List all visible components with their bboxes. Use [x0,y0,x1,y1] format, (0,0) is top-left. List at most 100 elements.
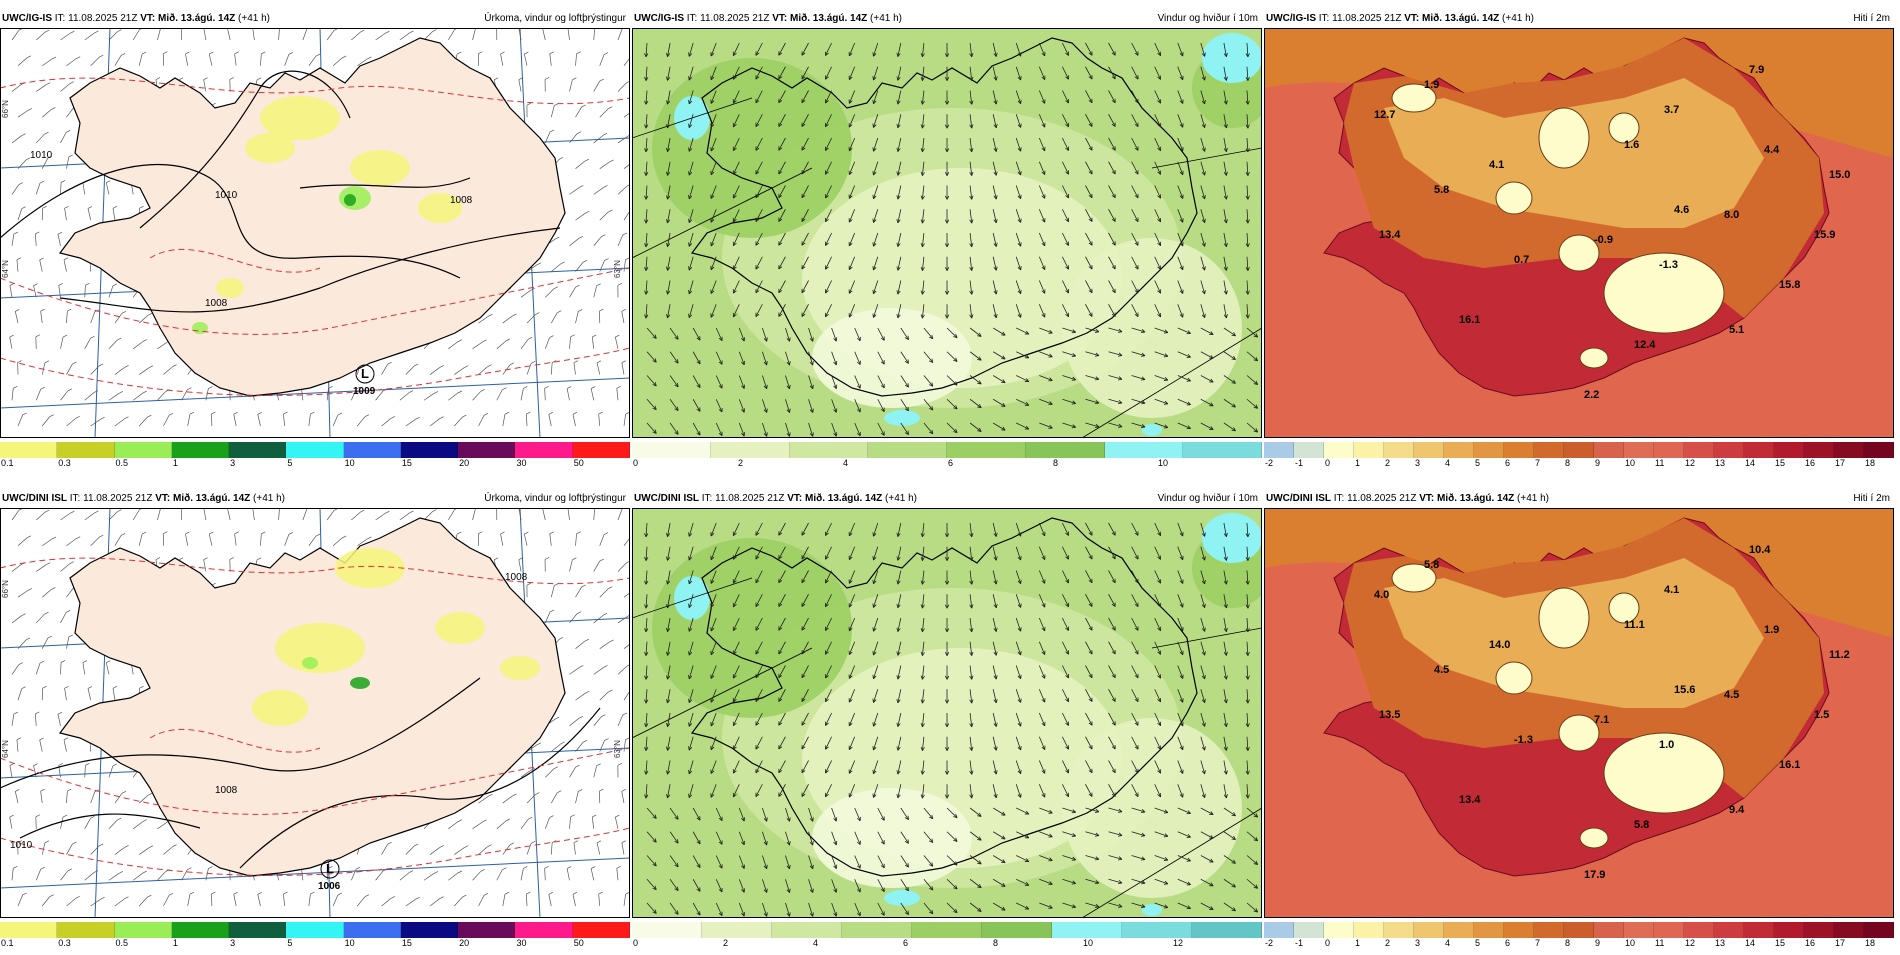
colorbar-tick-label: 50 [574,458,584,468]
init-time-value: 11.08.2025 21Z [1347,493,1416,504]
colorbar-swatch [772,922,842,938]
colorbar-swatch [1684,922,1714,938]
colorbar-swatch [1504,922,1534,938]
colorbar-swatch [1444,922,1474,938]
low-pressure-value: 1006 [318,881,341,892]
colorbar-tick-label: 2 [1385,458,1390,468]
colorbar-tick-label: 2 [723,938,728,948]
panel-header: UWC/DINI ISL IT: 11.08.2025 21Z VT: Mið.… [632,490,1262,508]
colorbar-tick-label: 16 [1805,458,1815,468]
colorbar-swatch [1026,442,1105,458]
colorbar-tick-label: 18 [1865,458,1875,468]
colorbar-tick-label: 10 [345,938,355,948]
colorbar-tick-label: 4 [1445,938,1450,948]
colorbar-tick-label: 6 [903,938,908,948]
temperature-value-label: 5.8 [1424,559,1439,571]
valid-time-value: Mið. 13.ágú. 14Z [1437,493,1514,504]
colorbar-tick-label: 50 [574,938,584,948]
map-area[interactable] [632,28,1262,438]
colorbar-swatch [1594,922,1624,938]
temperature-value-label: 1.9 [1424,79,1439,91]
colorbar-tick-label: 11 [1655,938,1664,948]
panel-header: UWC/DINI ISL IT: 11.08.2025 21Z VT: Mið.… [0,490,630,508]
colorbar-swatch [0,442,57,458]
init-time-label: IT: [1334,493,1345,504]
colorbar-tick-label: 9 [1595,938,1600,948]
colorbar-tick-label: 1 [1355,938,1360,948]
colorbar-swatch [1654,442,1684,458]
init-time-value: 11.08.2025 21Z [715,493,784,504]
colorbar-tick-label: 10 [1083,938,1093,948]
colorbar-swatch [1324,922,1354,938]
init-time-value: 11.08.2025 21Z [1332,13,1401,24]
valid-time-label: VT: [772,13,787,24]
panel-title: Vindur og hviður í 10m [1158,490,1258,508]
valid-time-value: Mið. 13.ágú. 14Z [805,493,882,504]
latitude-label: 64°N [1,740,10,758]
colorbar-swatch [1654,922,1684,938]
colorbar-swatch [172,922,229,938]
model-name: UWC/IG-IS [634,13,684,24]
colorbar-tick-label: 12 [1685,938,1695,948]
colorbar-swatch [172,442,229,458]
colorbar [632,442,1262,458]
colorbar-swatch [1324,442,1354,458]
colorbar-swatch [229,442,286,458]
panel-title: Vindur og hviður í 10m [1158,10,1258,28]
valid-time-label: VT: [140,13,155,24]
colorbar-swatch [286,442,343,458]
init-time-value: 11.08.2025 21Z [83,493,152,504]
colorbar-tick-label: -1 [1295,938,1303,948]
panel-title: Úrkoma, vindur og loftþrýstingur [484,10,626,28]
colorbar-tick-label: 0.5 [116,458,129,468]
colorbar [632,922,1262,938]
temperature-value-label: 15.8 [1779,279,1800,291]
temperature-value-label: 4.0 [1374,589,1389,601]
isobar-label: 1008 [205,298,228,309]
colorbar-swatch [1354,442,1384,458]
colorbar-swatch [632,442,711,458]
colorbar-tick-label: 1 [1355,458,1360,468]
colorbar-swatch [1804,442,1834,458]
colorbar-tick-label: 20 [459,458,469,468]
colorbar-swatch [573,922,630,938]
lead-time: (+41 h) [870,13,902,24]
temperature-value-label: -1.3 [1514,734,1533,746]
isobar-label: 1008 [505,572,528,583]
colorbar-swatch [458,922,515,938]
init-time-label: IT: [1319,13,1330,24]
model-name: UWC/DINI ISL [1266,493,1331,504]
colorbar-tick-label: 30 [516,458,526,468]
colorbar-tick-label: 4 [813,938,818,948]
map-area[interactable] [632,508,1262,918]
colorbar-swatch [1834,442,1864,458]
colorbar-swatch [1684,442,1714,458]
colorbar-swatch [1183,442,1262,458]
temperature-value-label: 5.8 [1634,819,1649,831]
colorbar-tick-label: 8 [1565,458,1570,468]
temperature-value-label: 16.1 [1779,759,1800,771]
temperature-map-panel: UWC/DINI ISL IT: 11.08.2025 21Z VT: Mið.… [1264,490,1894,955]
valid-time-value: Mið. 13.ágú. 14Z [790,13,867,24]
low-pressure-letter: L [361,366,369,381]
colorbar-swatch [1264,922,1294,938]
colorbar-swatch [344,442,401,458]
isobar-label: 1010 [10,840,33,851]
temperature-value-label: 7.9 [1749,64,1764,76]
colorbar-tick-label: 0.3 [58,938,71,948]
colorbar-swatch [1384,922,1414,938]
colorbar-tick-label: 3 [230,938,235,948]
valid-time-label: VT: [1404,13,1419,24]
colorbar-tick-label: -1 [1295,458,1303,468]
colorbar-tick-label: 0 [1325,938,1330,948]
colorbar-tick-label: 15 [402,458,412,468]
temperature-value-label: 4.5 [1724,689,1739,701]
panel-header: UWC/IG-IS IT: 11.08.2025 21Z VT: Mið. 13… [0,10,630,28]
